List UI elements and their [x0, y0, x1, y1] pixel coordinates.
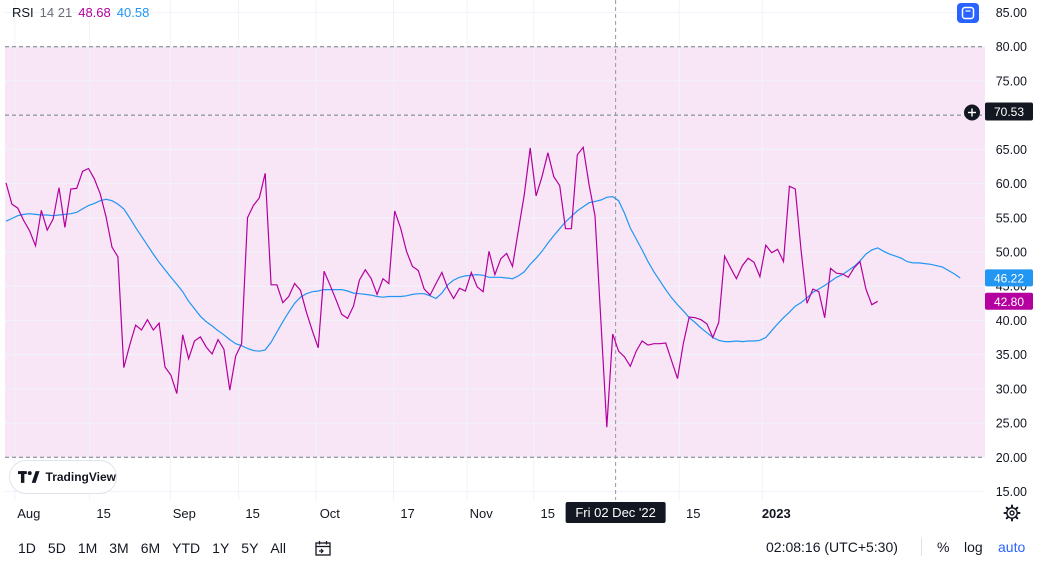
y-tick-label: 75.00 [996, 74, 1027, 88]
y-tick-label: 25.00 [996, 417, 1027, 431]
x-tick-label: Oct [320, 506, 341, 521]
tradingview-logo[interactable]: TradingView [10, 461, 116, 493]
legend-value-ma: 40.58 [116, 5, 150, 20]
fullscreen-icon [961, 6, 975, 20]
y-tick-label: 50.00 [996, 246, 1027, 260]
y-tick-label: 35.00 [996, 348, 1027, 362]
toolbar-divider [921, 538, 922, 556]
crosshair-y-label: 70.53 [994, 105, 1024, 119]
crosshair-x-label: Fri 02 Dec '22 [575, 505, 656, 520]
x-tick-label: Aug [17, 506, 40, 521]
calendar-icon [315, 540, 331, 556]
fullscreen-button[interactable] [957, 3, 979, 23]
y-tick-label: 80.00 [996, 40, 1027, 54]
settings-gear-icon[interactable] [1003, 504, 1021, 522]
y-tick-label: 65.00 [996, 143, 1027, 157]
indicator-legend[interactable]: RSI 14 21 48.68 40.58 [12, 5, 149, 20]
crosshair-price-label: 70.53 [964, 102, 1033, 121]
range-button-1m[interactable]: 1M [77, 539, 98, 556]
last-value-rsi: 42.80 [994, 295, 1024, 309]
log-scale-toggle[interactable]: log [964, 539, 983, 555]
range-button-5d[interactable]: 5D [47, 539, 66, 556]
tradingview-logo-text: TradingView [45, 470, 116, 484]
x-tick-label: 15 [541, 506, 555, 521]
series-line-ma [5, 195, 961, 352]
y-tick-label: 20.00 [996, 451, 1027, 465]
last-value-ma-label: 46.22 [985, 269, 1033, 287]
bottom-toolbar: 1D 5D 1M 3M 6M YTD 1Y 5Y All 02:08:16 (UTC+5:30)… [0, 530, 1041, 565]
x-tick-label: 15 [96, 506, 110, 521]
last-value-ma: 46.22 [994, 271, 1024, 285]
x-tick-label: Sep [173, 506, 196, 521]
range-button-6m[interactable]: 6M [140, 539, 161, 556]
range-button-ytd[interactable]: YTD [172, 539, 201, 556]
date-range-button[interactable] [314, 540, 332, 556]
time-range-buttons: 1D 5D 1M 3M 6M YTD 1Y 5Y All [12, 540, 292, 556]
y-tick-label: 30.00 [996, 382, 1027, 396]
indicator-params: 14 21 [39, 5, 73, 20]
crosshair-date-label: Fri 02 Dec '22 [565, 502, 666, 523]
y-tick-label: 15.00 [996, 485, 1027, 499]
range-button-5y[interactable]: 5Y [241, 539, 259, 556]
tradingview-logo-icon [18, 471, 40, 483]
auto-scale-toggle[interactable]: auto [998, 539, 1026, 555]
x-tick-label: 2023 [762, 506, 791, 521]
x-tick-label: 15 [686, 506, 700, 521]
vertical-gridlines [14, 0, 763, 500]
series-line-rsi [5, 145, 878, 428]
range-button-all[interactable]: All [270, 539, 286, 556]
range-button-3m[interactable]: 3M [109, 539, 129, 556]
legend-value-rsi: 48.68 [78, 5, 111, 20]
y-tick-label: 85.00 [996, 6, 1027, 20]
percent-scale-toggle[interactable]: % [937, 539, 950, 555]
x-tick-label: Nov [470, 506, 494, 521]
x-tick-label: 17 [400, 506, 414, 521]
range-button-1y[interactable]: 1Y [212, 539, 230, 556]
x-tick-label: 15 [245, 506, 259, 521]
indicator-name: RSI [12, 5, 34, 20]
y-tick-label: 60.00 [996, 177, 1027, 191]
range-button-1d[interactable]: 1D [18, 539, 36, 556]
y-tick-label: 55.00 [996, 211, 1027, 225]
y-tick-label: 40.00 [996, 314, 1027, 328]
clock-timezone[interactable]: 02:08:16 (UTC+5:30) [766, 539, 898, 555]
y-axis[interactable]: 15.0020.0025.0030.0035.0040.0045.0050.00… [996, 6, 1027, 499]
x-axis[interactable]: Aug 15 Sep 15 Oct 17 Nov 15 15 2023 [17, 506, 790, 521]
last-value-rsi-label: 42.80 [985, 292, 1033, 310]
